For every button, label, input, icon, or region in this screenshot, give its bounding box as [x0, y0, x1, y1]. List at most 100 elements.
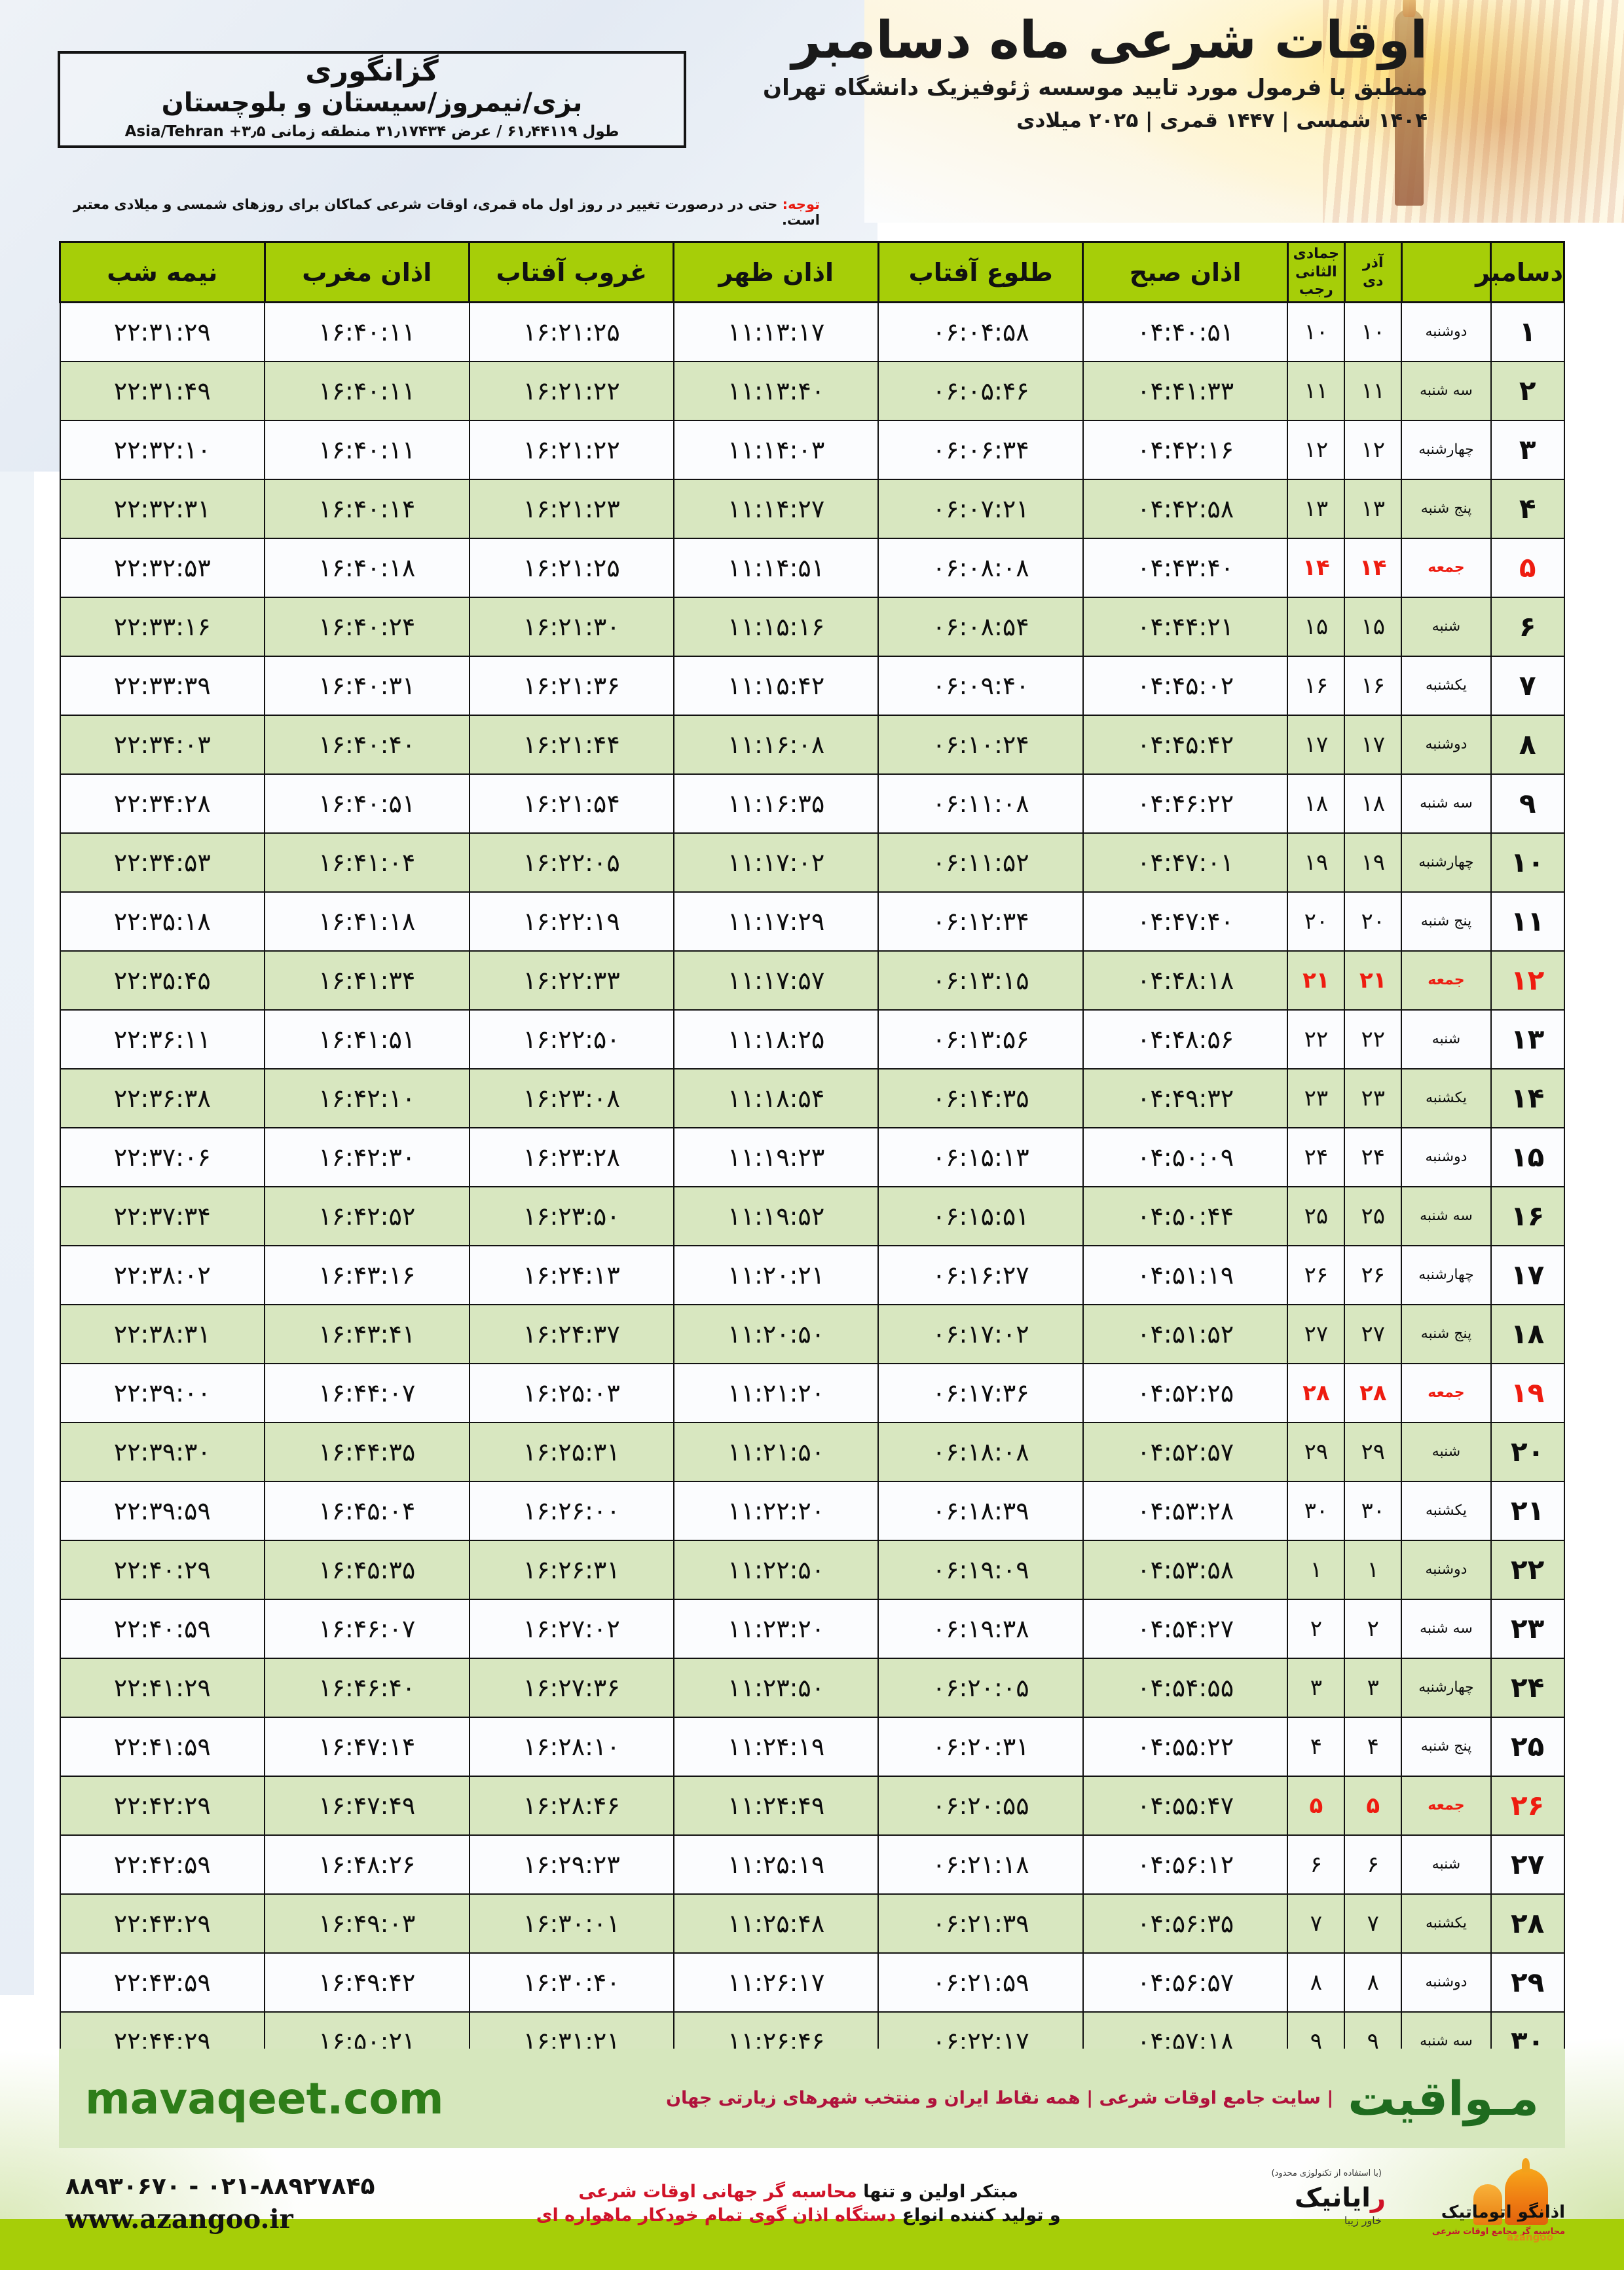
sunrise-time: ۰۶:۱۳:۱۵: [877, 950, 1084, 1011]
sunrise-time: ۰۶:۰۹:۴۰: [877, 655, 1084, 716]
table-row: ۲۶ جمعه ۵ ۵ ۰۴:۵۵:۴۷ ۰۶:۲۰:۵۵ ۱۱:۲۴:۴۹ ۱۶:۲۸:۴۶…: [59, 1775, 1565, 1836]
note-label: توجه:: [782, 196, 820, 212]
sunset-time: ۱۶:۲۱:۴۴: [468, 714, 674, 775]
fajr-time: ۰۴:۴۸:۱۸: [1082, 950, 1289, 1011]
day-number: ۱۶: [1490, 1185, 1565, 1246]
brand-tagline: | سایت جامع اوقات شرعی | همه نقاط ایران …: [665, 2088, 1334, 2109]
location-region: بزی/نیمروز/سیستان و بلوچستان: [161, 87, 583, 118]
weekday-name: چهارشنبه: [1401, 419, 1492, 480]
maghrib-time: ۱۶:۴۰:۵۱: [264, 773, 470, 834]
midnight-time: ۲۲:۳۵:۴۵: [59, 950, 266, 1011]
sunrise-time: ۰۶:۰۸:۰۸: [877, 537, 1084, 598]
column-header-qamari: جمادی الثانی رجب: [1286, 241, 1346, 303]
table-row: ۴ پنج شنبه ۱۳ ۱۳ ۰۴:۴۲:۵۸ ۰۶:۰۷:۲۱ ۱۱:۱۴:۲۷ ۱۶:…: [59, 478, 1565, 539]
weekday-name: شنبه: [1401, 1834, 1492, 1895]
qamari-day: ۱۵: [1287, 596, 1346, 657]
midnight-time: ۲۲:۴۳:۵۹: [59, 1952, 266, 2013]
column-header-maghrib: اذان مغرب: [263, 241, 471, 303]
midnight-time: ۲۲:۳۷:۰۶: [59, 1126, 266, 1187]
weekday-name: دوشنبه: [1401, 1539, 1492, 1600]
maghrib-time: ۱۶:۴۱:۰۴: [264, 832, 470, 893]
day-number: ۲۵: [1490, 1716, 1565, 1777]
midnight-time: ۲۲:۳۸:۰۲: [59, 1244, 266, 1305]
dhuhr-time: ۱۱:۱۹:۵۲: [673, 1185, 879, 1246]
maghrib-time: ۱۶:۴۷:۴۹: [264, 1775, 470, 1836]
maghrib-time: ۱۶:۴۰:۱۸: [264, 537, 470, 598]
sunrise-time: ۰۶:۰۴:۵۸: [877, 301, 1084, 362]
dhuhr-time: ۱۱:۱۷:۰۲: [673, 832, 879, 893]
table-row: ۱۹ جمعه ۲۸ ۲۸ ۰۴:۵۲:۲۵ ۰۶:۱۷:۳۶ ۱۱:۲۱:۲۰ ۱۶:۲۵:…: [59, 1362, 1565, 1423]
fajr-time: ۰۴:۴۲:۵۸: [1082, 478, 1289, 539]
table-row: ۱۶ سه شنبه ۲۵ ۲۵ ۰۴:۵۰:۴۴ ۰۶:۱۵:۵۱ ۱۱:۱۹:۵۲ ۱۶:…: [59, 1185, 1565, 1246]
qamari-day: ۱۸: [1287, 773, 1346, 834]
shamsi-day: ۲۴: [1344, 1126, 1403, 1187]
weekday-name: یکشنبه: [1401, 655, 1492, 716]
qamari-day: ۲۱: [1287, 950, 1346, 1011]
sunset-time: ۱۶:۲۱:۲۲: [468, 419, 674, 480]
qamari-month-top: جمادی الثانی: [1293, 246, 1339, 280]
page-subtitle: منطبق با فرمول مورد تایید موسسه ژئوفیزیک…: [763, 74, 1428, 101]
sunrise-time: ۰۶:۱۱:۵۲: [877, 832, 1084, 893]
qamari-day: ۵: [1287, 1775, 1346, 1836]
qamari-day: ۲۲: [1287, 1009, 1346, 1070]
midnight-time: ۲۲:۴۱:۲۹: [59, 1657, 266, 1718]
weekday-name: چهارشنبه: [1401, 1244, 1492, 1305]
column-header-december: دسامبر: [1475, 241, 1565, 303]
sunset-time: ۱۶:۲۱:۳۶: [468, 655, 674, 716]
credit-line-2: و تولید کننده انواع دستگاه اذان گوی تمام…: [375, 2204, 1222, 2227]
dhuhr-time: ۱۱:۱۵:۱۶: [673, 596, 879, 657]
dhuhr-time: ۱۱:۲۴:۴۹: [673, 1775, 879, 1836]
dhuhr-time: ۱۱:۱۴:۰۳: [673, 419, 879, 480]
maghrib-time: ۱۶:۴۲:۱۰: [264, 1068, 470, 1128]
credit-line-1: مبتکر اولین و تنها محاسبه گر جهانی اوقات…: [375, 2180, 1222, 2204]
day-number: ۷: [1490, 655, 1565, 716]
fajr-time: ۰۴:۵۰:۰۹: [1082, 1126, 1289, 1187]
maghrib-time: ۱۶:۴۰:۱۱: [264, 419, 470, 480]
day-number: ۱۳: [1490, 1009, 1565, 1070]
shamsi-day: ۱۷: [1344, 714, 1403, 775]
sunrise-time: ۰۶:۱۳:۵۶: [877, 1009, 1084, 1070]
sunrise-time: ۰۶:۲۱:۱۸: [877, 1834, 1084, 1895]
weekday-name: سه شنبه: [1401, 1598, 1492, 1659]
day-number: ۲۴: [1490, 1657, 1565, 1718]
fajr-time: ۰۴:۵۵:۴۷: [1082, 1775, 1289, 1836]
dhuhr-time: ۱۱:۱۳:۱۷: [673, 301, 879, 362]
maghrib-time: ۱۶:۴۸:۲۶: [264, 1834, 470, 1895]
location-name: گزانگوری: [305, 54, 439, 88]
dhuhr-time: ۱۱:۲۶:۱۷: [673, 1952, 879, 2013]
dhuhr-time: ۱۱:۱۴:۲۷: [673, 478, 879, 539]
weekday-name: دوشنبه: [1401, 714, 1492, 775]
table-row: ۱۱ پنج شنبه ۲۰ ۲۰ ۰۴:۴۷:۴۰ ۰۶:۱۲:۳۴ ۱۱:۱۷:۲۹ ۱۶…: [59, 891, 1565, 952]
table-row: ۱۸ پنج شنبه ۲۷ ۲۷ ۰۴:۵۱:۵۲ ۰۶:۱۷:۰۲ ۱۱:۲۰:۵۰ ۱۶…: [59, 1303, 1565, 1364]
weekday-name: چهارشنبه: [1401, 1657, 1492, 1718]
maghrib-time: ۱۶:۴۴:۰۷: [264, 1362, 470, 1423]
dhuhr-time: ۱۱:۲۰:۵۰: [673, 1303, 879, 1364]
sunset-time: ۱۶:۲۱:۲۵: [468, 301, 674, 362]
midnight-time: ۲۲:۳۴:۰۳: [59, 714, 266, 775]
shamsi-day: ۲۷: [1344, 1303, 1403, 1364]
contact-website[interactable]: www.azangoo.ir: [65, 2204, 293, 2235]
shamsi-day: ۱۸: [1344, 773, 1403, 834]
sunrise-time: ۰۶:۱۲:۳۴: [877, 891, 1084, 952]
midnight-time: ۲۲:۳۳:۱۶: [59, 596, 266, 657]
maghrib-time: ۱۶:۴۱:۳۴: [264, 950, 470, 1011]
qamari-month-bottom: رجب: [1299, 282, 1333, 299]
midnight-time: ۲۲:۳۲:۳۱: [59, 478, 266, 539]
midnight-time: ۲۲:۴۰:۲۹: [59, 1539, 266, 1600]
shamsi-day: ۱۱: [1344, 360, 1403, 421]
shamsi-day: ۲۵: [1344, 1185, 1403, 1246]
brand-website[interactable]: mavaqeet.com: [85, 2073, 444, 2124]
maghrib-time: ۱۶:۴۹:۰۳: [264, 1893, 470, 1954]
table-row: ۲۴ چهارشنبه ۳ ۳ ۰۴:۵۴:۵۵ ۰۶:۲۰:۰۵ ۱۱:۲۳:۵۰ ۱۶:۲…: [59, 1657, 1565, 1718]
dhuhr-time: ۱۱:۲۱:۲۰: [673, 1362, 879, 1423]
table-row: ۲۵ پنج شنبه ۴ ۴ ۰۴:۵۵:۲۲ ۰۶:۲۰:۳۱ ۱۱:۲۴:۱۹ ۱۶:۲…: [59, 1716, 1565, 1777]
shamsi-day: ۱۵: [1344, 596, 1403, 657]
fajr-time: ۰۴:۵۴:۲۷: [1082, 1598, 1289, 1659]
azangoo-logo-text: اذانگو اتوماتیک: [1441, 2203, 1565, 2222]
table-header-row: دسامبر آذر دی جمادی الثانی رجب اذان صبح …: [59, 241, 1565, 303]
fajr-time: ۰۴:۴۳:۴۰: [1082, 537, 1289, 598]
prayer-times-table-wrapper: دسامبر آذر دی جمادی الثانی رجب اذان صبح …: [59, 241, 1565, 2130]
page-title: اوقات شرعی ماه دسامبر: [791, 11, 1428, 70]
sunset-time: ۱۶:۲۶:۳۱: [468, 1539, 674, 1600]
shamsi-day: ۲۳: [1344, 1068, 1403, 1128]
